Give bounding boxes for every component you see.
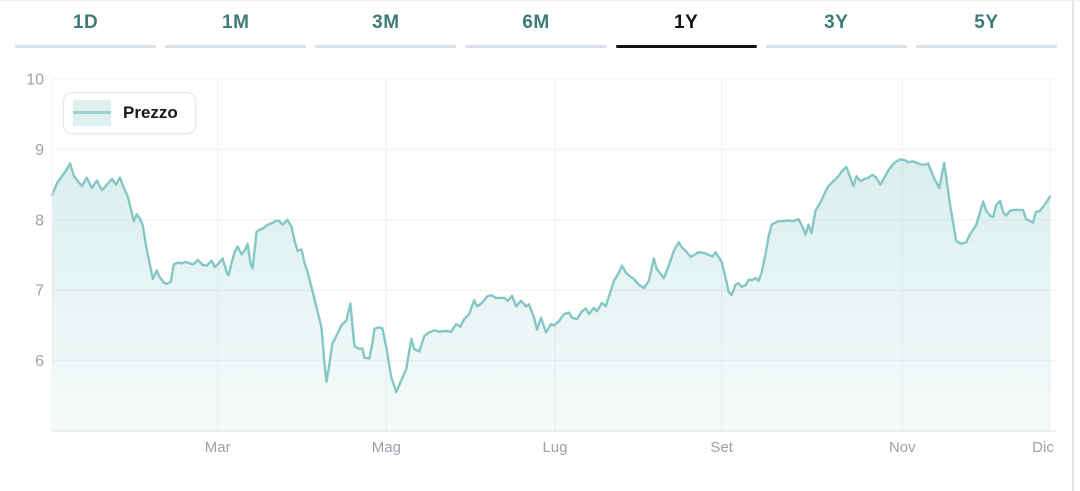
y-axis-label: 6 <box>35 353 44 370</box>
tab-5y-label: 5Y <box>974 12 999 33</box>
legend-swatch-icon <box>73 100 111 126</box>
price-chart-canvas[interactable]: 6 7 8 9 10 Mar Mag Lug Set Nov Dic <box>0 61 1080 491</box>
x-axis-label: Dic <box>1032 439 1054 456</box>
tab-1y-label: 1Y <box>674 12 699 33</box>
x-axis-label: Set <box>710 439 733 456</box>
tab-underline <box>315 45 457 48</box>
tab-6m[interactable]: 6M <box>465 5 607 48</box>
legend-swatch-line <box>73 111 111 114</box>
legend[interactable]: Prezzo <box>63 92 196 134</box>
tab-underline <box>165 45 307 48</box>
tab-1y[interactable]: 1Y <box>615 5 757 48</box>
tab-6m-label: 6M <box>522 12 550 33</box>
tab-underline <box>915 45 1057 48</box>
tab-5y[interactable]: 5Y <box>915 5 1057 48</box>
x-axis-label: Mag <box>372 439 401 456</box>
y-axis-label: 9 <box>35 142 44 159</box>
range-tabbar: 1D 1M 3M 6M 1Y 3Y 5Y <box>15 5 1057 48</box>
y-axis-label: 7 <box>35 283 44 300</box>
tab-3m-label: 3M <box>372 12 400 33</box>
tab-underline <box>465 45 607 48</box>
tab-1m[interactable]: 1M <box>165 5 307 48</box>
y-axis-label: 8 <box>35 212 44 229</box>
x-axis-label: Mar <box>205 439 231 456</box>
price-line <box>50 158 1052 394</box>
x-axis-label: Lug <box>542 439 567 456</box>
legend-label: Prezzo <box>123 103 178 122</box>
price-area <box>52 159 1050 432</box>
tab-3y-label: 3Y <box>824 12 849 33</box>
y-axis-label: 10 <box>26 72 44 89</box>
tab-underline <box>615 45 757 48</box>
tab-3y[interactable]: 3Y <box>765 5 907 48</box>
tab-underline <box>15 45 157 48</box>
tab-1d-label: 1D <box>72 12 99 33</box>
tab-1d[interactable]: 1D <box>15 5 157 48</box>
panel-separator <box>1072 1 1074 491</box>
tab-3m[interactable]: 3M <box>315 5 457 48</box>
x-axis-label: Nov <box>889 439 916 456</box>
tab-1m-label: 1M <box>222 12 250 33</box>
tab-underline <box>765 45 907 48</box>
